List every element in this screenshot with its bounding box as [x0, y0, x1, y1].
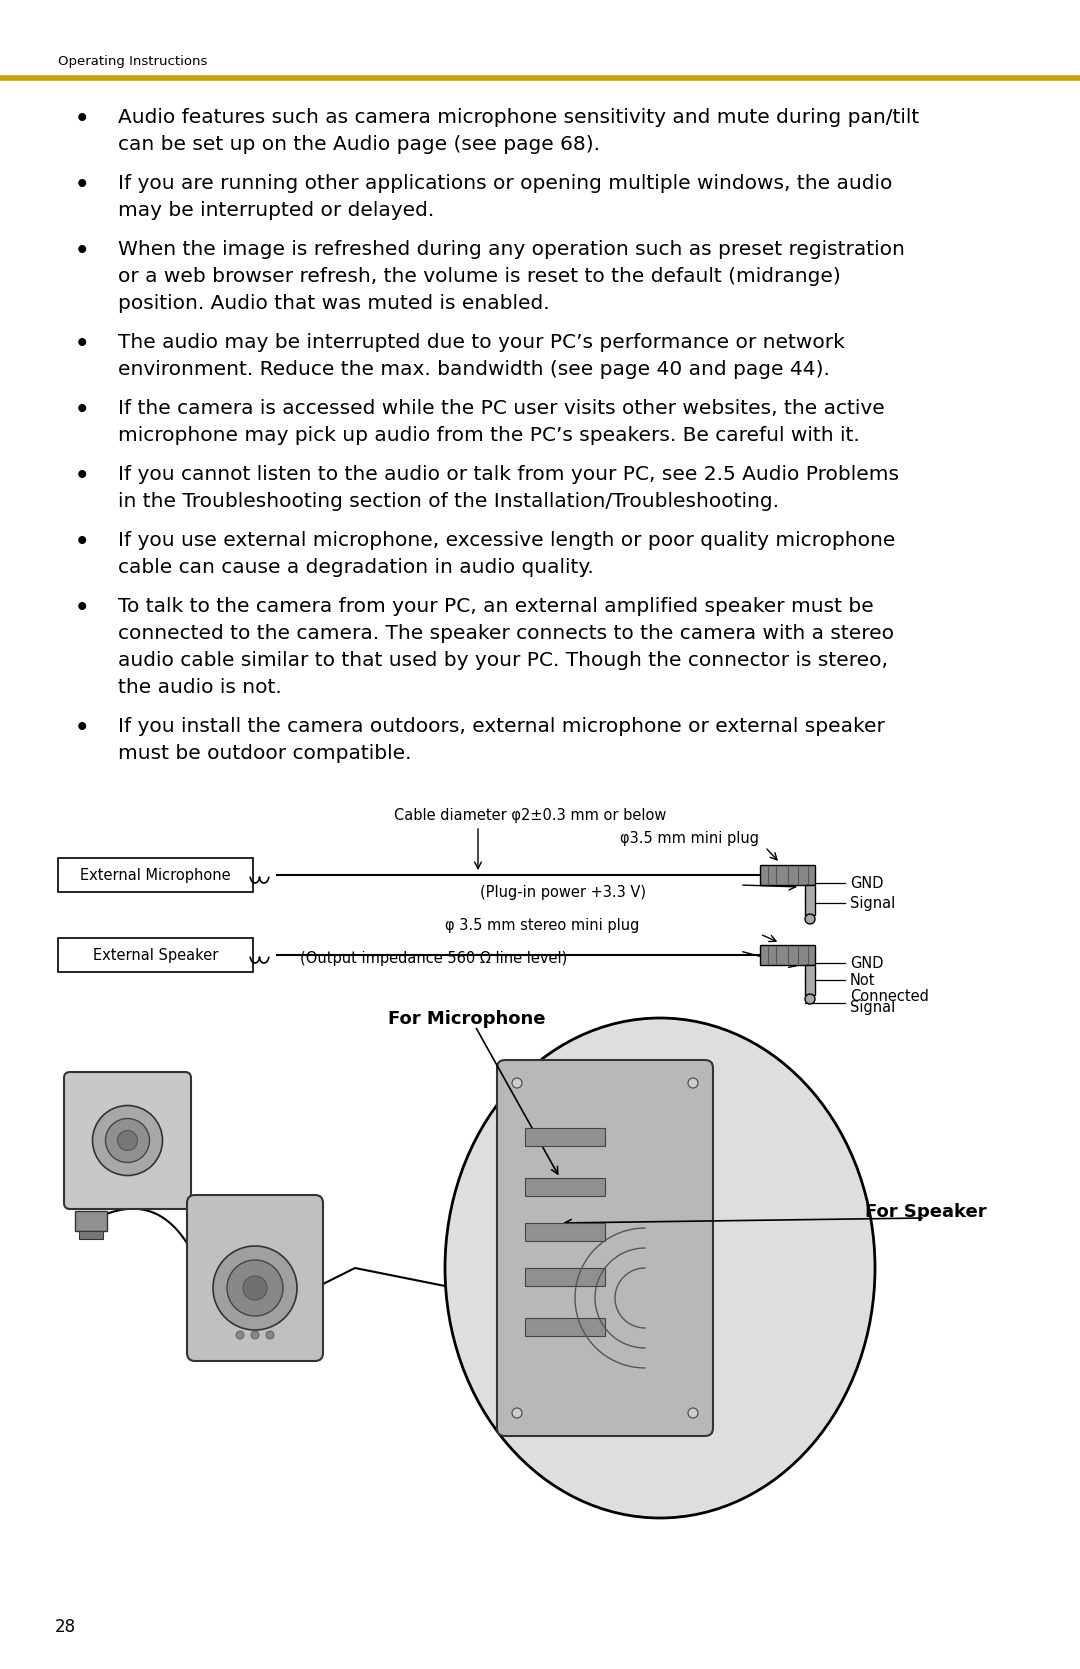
Text: connected to the camera. The speaker connects to the camera with a stereo: connected to the camera. The speaker con…	[118, 624, 894, 643]
Text: microphone may pick up audio from the PC’s speakers. Be careful with it.: microphone may pick up audio from the PC…	[118, 426, 860, 446]
Text: If you are running other applications or opening multiple windows, the audio: If you are running other applications or…	[118, 174, 892, 194]
Circle shape	[237, 1330, 244, 1339]
Bar	[760, 945, 815, 965]
Text: •: •	[75, 334, 90, 355]
Text: can be set up on the Audio page (see page 68).: can be set up on the Audio page (see pag…	[118, 135, 600, 154]
Circle shape	[93, 1105, 162, 1175]
Text: φ3.5 mm mini plug: φ3.5 mm mini plug	[620, 831, 759, 846]
Circle shape	[106, 1118, 149, 1163]
Circle shape	[266, 1330, 274, 1339]
Text: Signal: Signal	[850, 1000, 895, 1015]
Bar	[525, 1268, 605, 1287]
Bar	[525, 1178, 605, 1197]
Text: •: •	[75, 240, 90, 264]
Bar	[805, 965, 815, 995]
Bar	[79, 1232, 103, 1238]
Text: •: •	[75, 399, 90, 422]
Text: Cable diameter φ2±0.3 mm or below: Cable diameter φ2±0.3 mm or below	[394, 808, 666, 823]
Text: If you use external microphone, excessive length or poor quality microphone: If you use external microphone, excessiv…	[118, 531, 895, 551]
Text: •: •	[75, 108, 90, 130]
Bar	[805, 885, 815, 915]
Bar	[525, 1319, 605, 1335]
Text: If you install the camera outdoors, external microphone or external speaker: If you install the camera outdoors, exte…	[118, 718, 885, 736]
Ellipse shape	[445, 1018, 875, 1519]
Text: in the Troubleshooting section of the Installation/Troubleshooting.: in the Troubleshooting section of the In…	[118, 492, 779, 511]
FancyBboxPatch shape	[497, 1060, 713, 1435]
Text: φ 3.5 mm stereo mini plug: φ 3.5 mm stereo mini plug	[445, 918, 639, 933]
Text: GND: GND	[850, 955, 883, 970]
Text: If you cannot listen to the audio or talk from your PC, see 2.5 Audio Problems: If you cannot listen to the audio or tal…	[118, 466, 899, 484]
FancyBboxPatch shape	[187, 1195, 323, 1360]
Circle shape	[688, 1409, 698, 1419]
Text: •: •	[75, 466, 90, 487]
Text: Operating Instructions: Operating Instructions	[58, 55, 207, 68]
Text: If the camera is accessed while the PC user visits other websites, the active: If the camera is accessed while the PC u…	[118, 399, 885, 417]
Bar	[75, 1212, 107, 1232]
Circle shape	[213, 1247, 297, 1330]
Circle shape	[805, 915, 815, 925]
Text: Signal: Signal	[850, 896, 895, 911]
Text: To talk to the camera from your PC, an external amplified speaker must be: To talk to the camera from your PC, an e…	[118, 598, 874, 616]
Circle shape	[251, 1330, 259, 1339]
Text: GND: GND	[850, 876, 883, 891]
Text: •: •	[75, 718, 90, 739]
Text: •: •	[75, 598, 90, 619]
Circle shape	[243, 1277, 267, 1300]
Text: When the image is refreshed during any operation such as preset registration: When the image is refreshed during any o…	[118, 240, 905, 259]
Text: The audio may be interrupted due to your PC’s performance or network: The audio may be interrupted due to your…	[118, 334, 845, 352]
Bar	[58, 938, 253, 971]
Text: environment. Reduce the max. bandwidth (see page 40 and page 44).: environment. Reduce the max. bandwidth (…	[118, 361, 829, 379]
Text: must be outdoor compatible.: must be outdoor compatible.	[118, 744, 411, 763]
Text: or a web browser refresh, the volume is reset to the default (midrange): or a web browser refresh, the volume is …	[118, 267, 840, 285]
Circle shape	[512, 1409, 522, 1419]
Bar	[525, 1223, 605, 1242]
Text: 28: 28	[55, 1617, 76, 1636]
Text: Connected: Connected	[850, 988, 929, 1003]
Bar	[58, 858, 253, 891]
Bar	[525, 1128, 605, 1147]
Circle shape	[118, 1130, 137, 1150]
Circle shape	[512, 1078, 522, 1088]
Text: cable can cause a degradation in audio quality.: cable can cause a degradation in audio q…	[118, 557, 594, 577]
Text: may be interrupted or delayed.: may be interrupted or delayed.	[118, 200, 434, 220]
Text: audio cable similar to that used by your PC. Though the connector is stereo,: audio cable similar to that used by your…	[118, 651, 888, 669]
Text: External Microphone: External Microphone	[80, 868, 231, 883]
Text: •: •	[75, 531, 90, 554]
Text: (Output impedance 560 Ω line level): (Output impedance 560 Ω line level)	[300, 951, 567, 966]
FancyBboxPatch shape	[64, 1071, 191, 1208]
Text: For Microphone: For Microphone	[388, 1010, 545, 1028]
Text: Not: Not	[850, 973, 876, 988]
Text: (Plug-in power +3.3 V): (Plug-in power +3.3 V)	[480, 885, 646, 900]
Circle shape	[227, 1260, 283, 1315]
Bar	[760, 865, 815, 885]
Text: External Speaker: External Speaker	[93, 948, 218, 963]
Text: Audio features such as camera microphone sensitivity and mute during pan/tilt: Audio features such as camera microphone…	[118, 108, 919, 127]
Text: For Speaker: For Speaker	[865, 1203, 987, 1222]
Text: •: •	[75, 174, 90, 197]
Circle shape	[805, 995, 815, 1005]
Text: position. Audio that was muted is enabled.: position. Audio that was muted is enable…	[118, 294, 550, 314]
Circle shape	[688, 1078, 698, 1088]
Text: the audio is not.: the audio is not.	[118, 678, 282, 698]
